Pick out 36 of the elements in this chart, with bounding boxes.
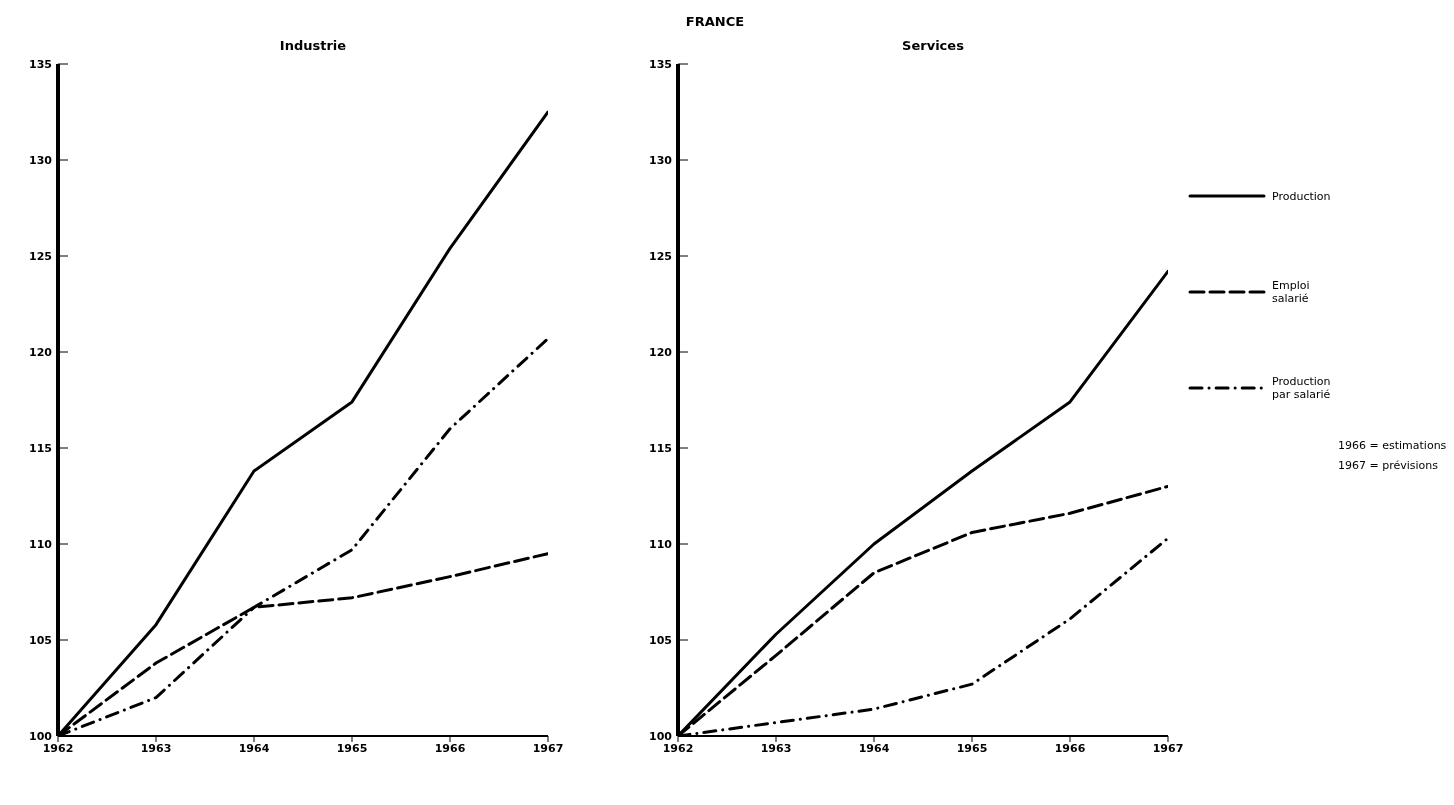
y-tick-label: 115 [649, 441, 672, 455]
x-tick-label: 1966 [1054, 741, 1086, 755]
y-tick-label: 130 [649, 153, 673, 167]
y-tick-label: 100 [649, 729, 673, 743]
x-tick-label: 1964 [858, 741, 890, 755]
y-tick-label: 105 [29, 633, 52, 647]
chart-title: Industrie [278, 38, 348, 55]
x-tick-label: 1967 [1152, 741, 1184, 755]
y-tick-label: 115 [29, 441, 52, 455]
x-tick-label: 1962 [662, 741, 694, 755]
x-tick-label: 1965 [956, 741, 988, 755]
y-tick-label: 100 [29, 729, 53, 743]
y-tick-label: 125 [29, 249, 52, 263]
chart-title: Services [901, 38, 965, 55]
x-tick-label: 1964 [238, 741, 270, 755]
y-tick-label: 105 [649, 633, 672, 647]
text: 1967 = prévisions [1338, 458, 1440, 474]
x-tick-label: 1963 [760, 741, 792, 755]
text: FRANCE [684, 14, 746, 29]
text: 1966 = estimations [1338, 438, 1447, 454]
x-tick-label: 1965 [336, 741, 368, 755]
y-tick-label: 120 [649, 345, 673, 359]
text: Production [1272, 189, 1332, 203]
y-tick-label: 135 [649, 57, 672, 71]
y-tick-label: 120 [29, 345, 53, 359]
y-tick-label: 110 [29, 537, 53, 551]
y-tick-label: 125 [649, 249, 672, 263]
text: Emploi salarié [1272, 279, 1311, 305]
x-tick-label: 1966 [434, 741, 466, 755]
x-tick-label: 1967 [532, 741, 564, 755]
x-tick-label: 1962 [42, 741, 74, 755]
x-tick-label: 1963 [140, 741, 172, 755]
y-tick-label: 135 [29, 57, 52, 71]
y-tick-label: 130 [29, 153, 53, 167]
y-tick-label: 110 [649, 537, 673, 551]
text: Production par salarié [1272, 375, 1332, 401]
